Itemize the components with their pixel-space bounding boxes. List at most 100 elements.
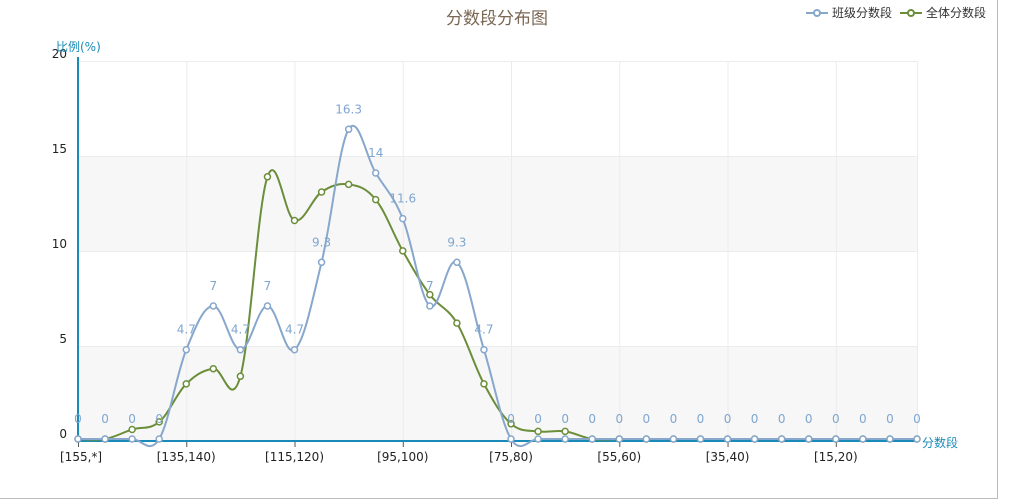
point-all xyxy=(534,427,542,436)
data-label: 11.6 xyxy=(389,192,416,206)
data-label: 0 xyxy=(697,412,705,426)
series-line-class xyxy=(78,125,917,448)
data-label: 0 xyxy=(670,412,678,426)
data-label: 0 xyxy=(101,412,109,426)
y-axis-ticks: 0 5 10 15 20 xyxy=(52,47,67,441)
point-all xyxy=(371,195,380,204)
legend-item-class[interactable]: 班级分数段 xyxy=(806,5,892,20)
data-label: 0 xyxy=(913,412,921,426)
legend-label: 全体分数段 xyxy=(926,5,986,20)
plot-band xyxy=(78,156,917,251)
point-class xyxy=(236,345,245,354)
x-tick-label: [95,100) xyxy=(377,450,428,464)
point-class xyxy=(561,435,569,443)
y-tick-label: 20 xyxy=(52,47,67,61)
data-label: 0 xyxy=(561,412,569,426)
point-all xyxy=(507,420,515,428)
point-all xyxy=(344,180,353,189)
data-label: 0 xyxy=(74,412,82,426)
series-points xyxy=(74,125,921,443)
legend-swatch-marker xyxy=(813,9,821,17)
point-class xyxy=(913,435,921,443)
point-all xyxy=(236,372,245,381)
data-label: 0 xyxy=(886,412,894,426)
point-all xyxy=(263,173,272,181)
data-label: 0 xyxy=(643,412,651,426)
legend-item-all[interactable]: 全体分数段 xyxy=(900,5,986,20)
point-all xyxy=(480,380,488,388)
data-label: 0 xyxy=(724,412,732,426)
data-label: 0 xyxy=(859,412,867,426)
x-axis-ticks: [155,*] [135,140) [115,120) [95,100) [75,80)… xyxy=(60,441,858,464)
data-label: 0 xyxy=(588,412,596,426)
point-class xyxy=(182,345,191,354)
point-all xyxy=(209,364,218,373)
point-class xyxy=(317,258,326,267)
y-axis-title: 比例(%) xyxy=(56,40,101,54)
data-label: 0 xyxy=(615,412,623,426)
plot-band xyxy=(78,251,917,346)
x-tick-label: [155,*] xyxy=(60,450,102,464)
data-label: 0 xyxy=(507,412,515,426)
data-label: 14 xyxy=(368,146,383,160)
x-tick-label: [35,40) xyxy=(706,450,750,464)
y-tick-label: 15 xyxy=(52,142,67,156)
point-class xyxy=(777,435,786,443)
point-class xyxy=(642,435,651,443)
point-class xyxy=(615,435,624,443)
chart-title: 分数段分布图 xyxy=(446,9,548,29)
point-all xyxy=(290,216,299,225)
data-label: 0 xyxy=(128,412,136,426)
x-axis-title: 分数段 xyxy=(922,435,958,450)
point-all xyxy=(453,319,461,327)
point-class xyxy=(669,435,678,443)
point-class xyxy=(859,435,867,443)
data-label: 4.7 xyxy=(177,323,196,337)
point-class xyxy=(263,302,272,310)
data-labels: 0 0 0 0 4.7 7 4.7 7 4.7 9.3 16.3 14 11.6 7 9.3 4.7 0 0 0 0 0… xyxy=(74,102,921,426)
legend: 班级分数段 全体分数段 xyxy=(806,5,986,20)
point-class xyxy=(723,435,732,443)
point-class xyxy=(344,125,353,134)
x-tick-label: [55,60) xyxy=(597,450,641,464)
point-class xyxy=(507,435,515,443)
legend-swatch-marker xyxy=(907,9,915,17)
x-tick-label: [75,80) xyxy=(489,450,533,464)
x-tick-label: [135,140) xyxy=(157,450,216,464)
point-all xyxy=(182,380,191,388)
point-class xyxy=(155,435,163,443)
point-class xyxy=(886,435,894,443)
point-all xyxy=(561,427,569,436)
point-all xyxy=(155,418,163,426)
point-all xyxy=(426,290,434,299)
point-class xyxy=(128,435,136,443)
data-label: 16.3 xyxy=(335,102,362,116)
data-label: 0 xyxy=(534,412,542,426)
data-label: 0 xyxy=(751,412,759,426)
y-tick-label: 5 xyxy=(59,332,67,346)
data-label: 0 xyxy=(805,412,813,426)
point-all xyxy=(399,247,407,255)
point-class xyxy=(480,345,488,354)
point-class xyxy=(290,345,299,354)
data-label: 7 xyxy=(426,279,434,293)
data-label: 4.7 xyxy=(474,323,493,337)
point-class xyxy=(74,435,82,443)
point-class xyxy=(696,435,705,443)
plot-band xyxy=(78,346,917,441)
x-tick-label: [115,120) xyxy=(265,450,324,464)
legend-label: 班级分数段 xyxy=(832,5,892,20)
y-tick-label: 10 xyxy=(52,237,67,251)
point-class xyxy=(588,435,596,443)
point-class xyxy=(101,435,109,443)
point-class xyxy=(371,169,380,177)
point-all xyxy=(317,188,326,196)
plot-bands xyxy=(78,61,917,441)
point-class xyxy=(453,258,461,267)
point-all xyxy=(128,425,136,434)
data-label: 9.3 xyxy=(312,235,331,249)
point-class xyxy=(426,302,434,310)
data-label: 0 xyxy=(832,412,840,426)
